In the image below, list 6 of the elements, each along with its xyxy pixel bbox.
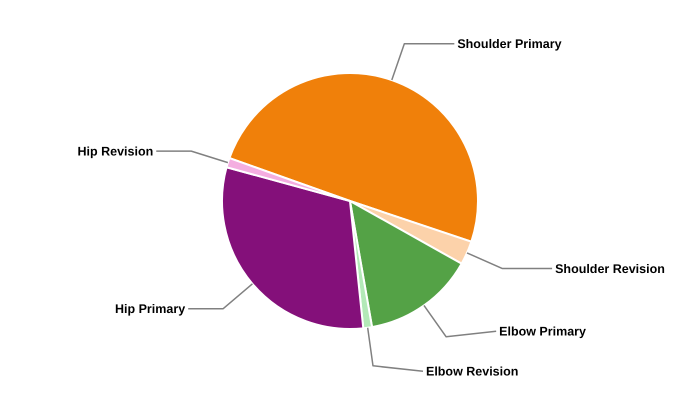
- slice-label: Hip Primary: [114, 302, 186, 316]
- slice-label: Elbow Revision: [426, 364, 518, 379]
- slice-label: Shoulder Primary: [457, 37, 562, 52]
- slice-label: Hip Revision: [78, 144, 154, 159]
- slice-label: Shoulder Revision: [555, 262, 665, 276]
- slice-label: Elbow Primary: [499, 324, 586, 339]
